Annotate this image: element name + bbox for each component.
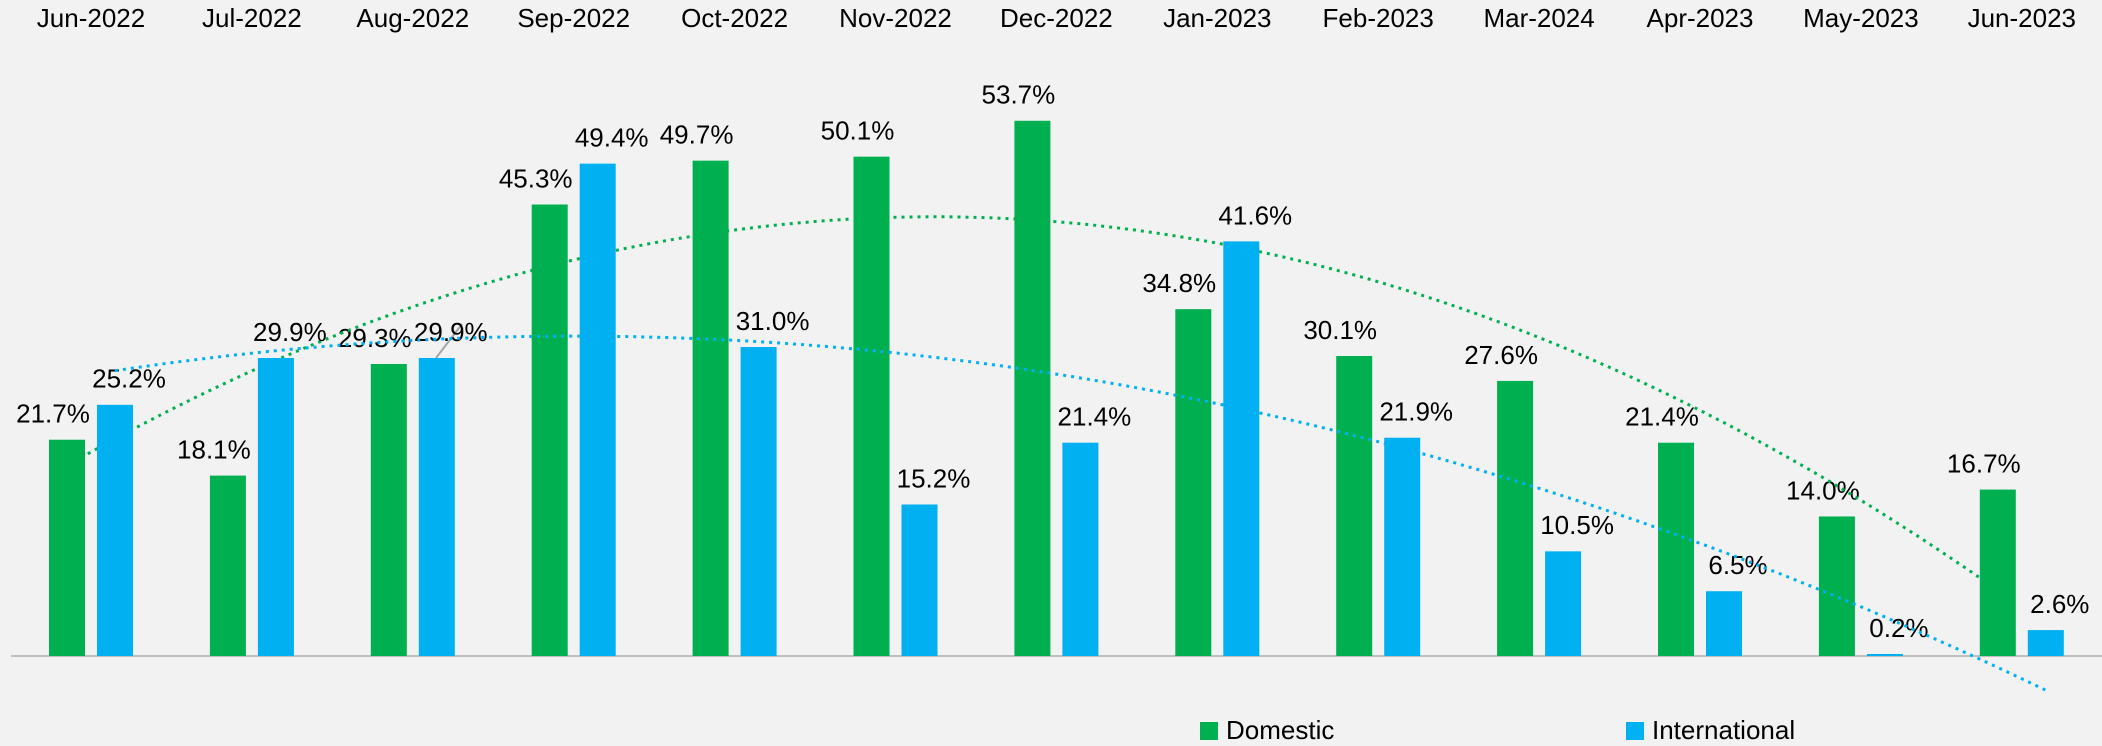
- data-label: 29.3%: [338, 323, 412, 353]
- bar: [97, 404, 133, 656]
- bar: [370, 363, 407, 656]
- legend-label: Domestic: [1226, 715, 1334, 745]
- bar: [1658, 442, 1694, 656]
- x-tick-label: May-2023: [1803, 3, 1919, 33]
- bar: [531, 204, 568, 656]
- bar: [2027, 630, 2064, 656]
- data-label: 16.7%: [1947, 448, 2021, 478]
- bar: [1979, 489, 2016, 656]
- data-label: 49.4%: [575, 123, 649, 153]
- trendline: [66, 215, 1999, 592]
- x-tick-label: Aug-2022: [356, 3, 469, 33]
- data-label: 14.0%: [1786, 475, 1860, 505]
- x-tick-label: Apr-2023: [1647, 3, 1754, 33]
- bar: [1062, 442, 1099, 656]
- data-label: 49.7%: [660, 120, 734, 150]
- legend-swatch: [1626, 722, 1644, 740]
- x-tick-label: Sep-2022: [517, 3, 630, 33]
- bar: [1223, 241, 1260, 657]
- data-label: 29.9%: [414, 317, 488, 347]
- x-tick-label: Jun-2023: [1968, 3, 2076, 33]
- data-label: 18.1%: [177, 434, 251, 464]
- data-label: 2.6%: [2030, 589, 2089, 619]
- data-label: 27.6%: [1464, 340, 1538, 370]
- data-label: 41.6%: [1218, 200, 1292, 230]
- data-label: 50.1%: [821, 116, 895, 146]
- data-label: 0.2%: [1869, 613, 1928, 643]
- bar: [740, 347, 777, 656]
- legend-label: International: [1652, 715, 1795, 745]
- leader-line: [435, 323, 463, 359]
- x-tick-label: Feb-2023: [1323, 3, 1434, 33]
- bar: [209, 475, 246, 656]
- data-label: 21.9%: [1379, 397, 1453, 427]
- bar: [257, 357, 294, 656]
- bar: [1706, 591, 1742, 656]
- bar: [49, 439, 85, 656]
- bar: [579, 163, 616, 656]
- x-tick-label: Jun-2022: [37, 3, 145, 33]
- bar: [1014, 120, 1051, 657]
- data-label: 31.0%: [736, 306, 810, 336]
- data-label: 25.2%: [92, 364, 166, 394]
- bar: [1497, 380, 1534, 656]
- bar: [1818, 516, 1855, 656]
- x-tick-label: Oct-2022: [681, 3, 788, 33]
- bar: [1866, 654, 1903, 656]
- data-label: 21.4%: [1625, 402, 1699, 432]
- data-label: 29.9%: [253, 317, 327, 347]
- data-label: 53.7%: [982, 80, 1056, 110]
- data-label: 15.2%: [897, 463, 971, 493]
- bar: [1384, 437, 1421, 656]
- x-tick-label: Mar-2024: [1483, 3, 1594, 33]
- bar: [1175, 309, 1212, 656]
- x-tick-label: Jan-2023: [1163, 3, 1271, 33]
- data-label: 30.1%: [1303, 315, 1377, 345]
- data-label: 21.4%: [1058, 402, 1132, 432]
- bar: [1545, 551, 1582, 656]
- legend-swatch: [1200, 722, 1218, 740]
- x-tick-label: Nov-2022: [839, 3, 952, 33]
- x-tick-label: Dec-2022: [1000, 3, 1113, 33]
- data-label: 10.5%: [1540, 510, 1614, 540]
- trendline: [114, 334, 2047, 692]
- data-label: 34.8%: [1142, 268, 1216, 298]
- bar: [853, 156, 890, 657]
- data-label: 21.7%: [16, 399, 90, 429]
- x-tick-label: Jul-2022: [202, 3, 302, 33]
- data-label: 45.3%: [499, 163, 573, 193]
- bar: [692, 160, 729, 656]
- bar: [901, 504, 938, 656]
- bar: [1336, 356, 1373, 656]
- bar: [418, 357, 455, 656]
